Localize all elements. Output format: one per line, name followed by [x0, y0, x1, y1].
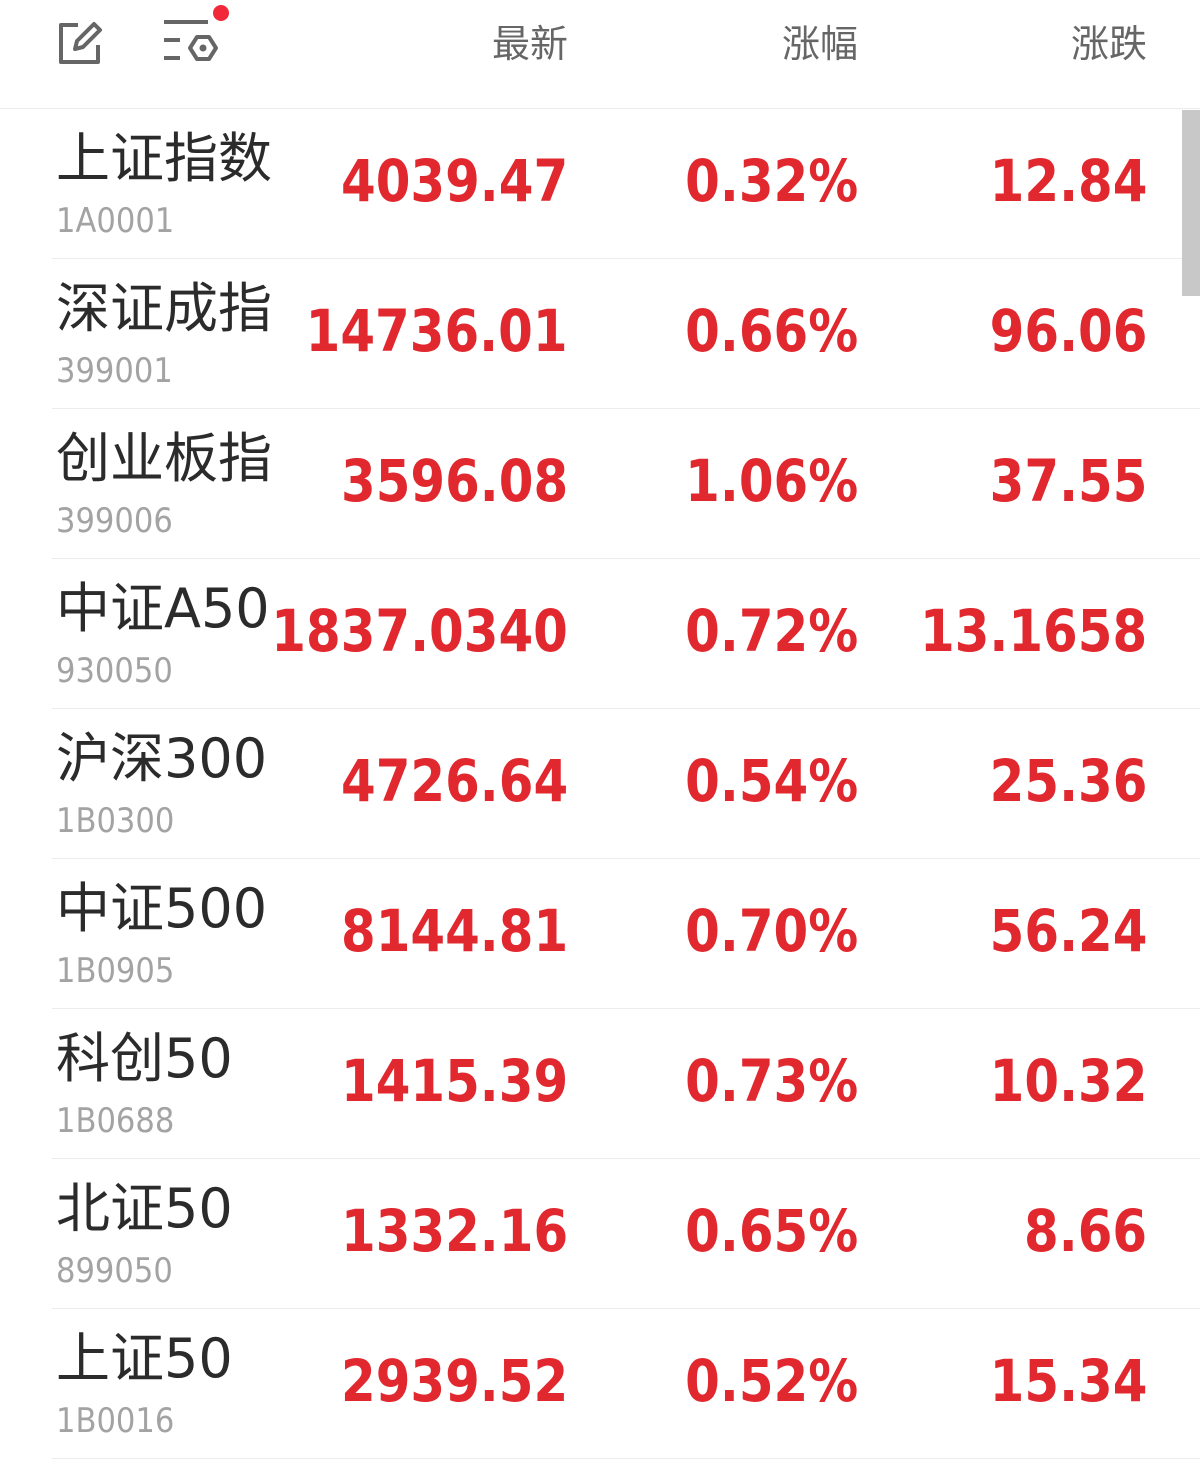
latest-price: 1415.39	[340, 1047, 568, 1115]
change-percent: 0.65%	[684, 1197, 858, 1265]
index-code: 399006	[56, 501, 173, 541]
index-code: 930050	[56, 651, 173, 691]
scrollbar[interactable]	[1182, 110, 1200, 296]
latest-price: 4726.64	[340, 747, 568, 815]
change-amount: 8.66	[1023, 1197, 1147, 1265]
index-name: 中证500	[56, 877, 268, 940]
latest-price: 8144.81	[340, 897, 568, 965]
latest-price: 2939.52	[340, 1347, 568, 1415]
latest-price: 1837.0340	[271, 597, 568, 665]
table-row[interactable]: 北证50 899050 1332.16 0.65% 8.66	[52, 1159, 1200, 1309]
table-row[interactable]: 上证50 1B0016 2939.52 0.52% 15.34	[52, 1309, 1200, 1459]
change-percent: 0.32%	[684, 147, 858, 215]
index-name: 中证A50	[56, 577, 270, 640]
index-list: 上证指数 1A0001 4039.47 0.32% 12.84 深证成指 399001 147…	[0, 109, 1200, 1459]
column-header-change-pct[interactable]: 涨幅	[781, 22, 858, 66]
index-name: 科创50	[56, 1027, 233, 1090]
notification-dot	[213, 5, 229, 21]
table-row[interactable]: 上证指数 1A0001 4039.47 0.32% 12.84	[52, 109, 1200, 259]
index-code: 399001	[56, 351, 173, 391]
change-amount: 96.06	[989, 297, 1147, 365]
index-name: 北证50	[56, 1177, 233, 1240]
table-row[interactable]: 沪深300 1B0300 4726.64 0.54% 25.36	[52, 709, 1200, 859]
edit-icon[interactable]	[56, 18, 106, 68]
change-amount: 12.84	[989, 147, 1147, 215]
table-row[interactable]: 科创50 1B0688 1415.39 0.73% 10.32	[52, 1009, 1200, 1159]
table-row[interactable]: 中证A50 930050 1837.0340 0.72% 13.1658	[52, 559, 1200, 709]
change-amount: 25.36	[989, 747, 1147, 815]
index-name: 深证成指	[56, 277, 272, 340]
list-header: 最新 涨幅 涨跌	[0, 0, 1200, 109]
index-code: 1B0300	[56, 801, 175, 841]
change-amount: 37.55	[989, 447, 1147, 515]
latest-price: 1332.16	[340, 1197, 568, 1265]
change-amount: 56.24	[989, 897, 1147, 965]
index-code: 1B0688	[56, 1101, 175, 1141]
change-percent: 0.54%	[684, 747, 858, 815]
index-name: 上证50	[56, 1327, 233, 1390]
change-amount: 13.1658	[919, 597, 1147, 665]
change-percent: 0.66%	[684, 297, 858, 365]
column-header-change[interactable]: 涨跌	[1070, 22, 1147, 66]
index-name: 上证指数	[56, 127, 272, 190]
change-percent: 1.06%	[684, 447, 858, 515]
index-name: 创业板指	[56, 427, 272, 490]
filter-settings-icon[interactable]	[160, 16, 220, 66]
change-percent: 0.52%	[684, 1347, 858, 1415]
index-code: 1B0016	[56, 1401, 175, 1441]
change-amount: 10.32	[989, 1047, 1147, 1115]
latest-price: 4039.47	[340, 147, 568, 215]
change-percent: 0.72%	[684, 597, 858, 665]
table-row[interactable]: 创业板指 399006 3596.08 1.06% 37.55	[52, 409, 1200, 559]
change-amount: 15.34	[989, 1347, 1147, 1415]
index-code: 1A0001	[56, 201, 175, 241]
table-row[interactable]: 深证成指 399001 14736.01 0.66% 96.06	[52, 259, 1200, 409]
index-code: 1B0905	[56, 951, 175, 991]
column-header-latest[interactable]: 最新	[491, 22, 568, 66]
index-code: 899050	[56, 1251, 173, 1291]
change-percent: 0.73%	[684, 1047, 858, 1115]
table-row[interactable]: 中证500 1B0905 8144.81 0.70% 56.24	[52, 859, 1200, 1009]
change-percent: 0.70%	[684, 897, 858, 965]
latest-price: 3596.08	[340, 447, 568, 515]
index-name: 沪深300	[56, 727, 268, 790]
latest-price: 14736.01	[306, 297, 568, 365]
